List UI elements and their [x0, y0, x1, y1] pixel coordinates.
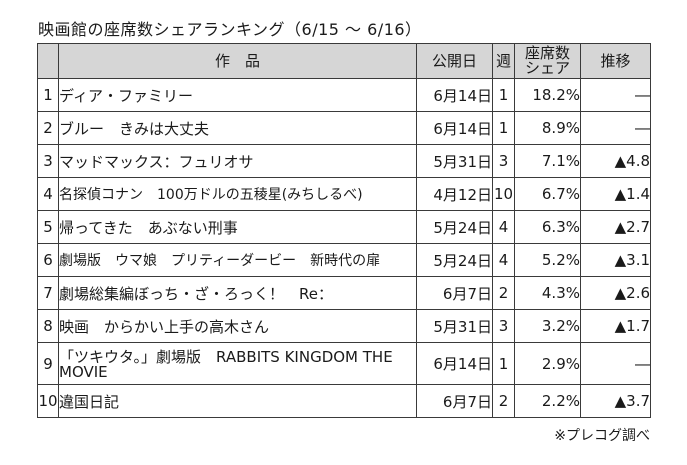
seat-share-cell: 3.2% — [514, 309, 581, 343]
seat-share-cell: 8.9% — [514, 111, 581, 145]
movie-title-cell: 劇場版 ウマ娘 プリティーダービー 新時代の扉 — [58, 243, 417, 277]
table-row: 1 ディア・ファミリー 6月14日 1 18.2% ― — [37, 78, 651, 112]
release-date-cell: 5月31日 — [416, 309, 493, 343]
movie-title-cell: 違国日記 — [58, 384, 417, 418]
rank-cell: 3 — [37, 144, 59, 178]
trend-cell: ▲1.7 — [580, 309, 651, 343]
rank-cell: 6 — [37, 243, 59, 277]
weeks-cell: 4 — [492, 243, 515, 277]
page-title: 映画館の座席数シェアランキング（6/15 ～ 6/16） — [38, 20, 422, 39]
rank-cell: 1 — [37, 78, 59, 112]
rank-cell: 10 — [37, 384, 59, 418]
release-date-cell: 5月31日 — [416, 144, 493, 178]
rank-cell: 4 — [37, 177, 59, 211]
rank-cell: 2 — [37, 111, 59, 145]
trend-cell: ― — [580, 78, 651, 112]
weeks-cell: 3 — [492, 309, 515, 343]
trend-cell: ▲4.8 — [580, 144, 651, 178]
movie-title-cell: マッドマックス：フュリオサ — [58, 144, 417, 178]
release-date-cell: 5月24日 — [416, 210, 493, 244]
seat-share-cell: 5.2% — [514, 243, 581, 277]
table-row: 7 劇場総集編ぼっち・ざ・ろっく！ Re： 6月7日 2 4.3% ▲2.6 — [37, 276, 651, 310]
ranking-table: 作 品 公開日 週 座席数 シェア 推移 1 ディア・ファミリー 6月14日 1… — [37, 43, 651, 418]
header-rank — [37, 43, 59, 79]
rank-cell: 8 — [37, 309, 59, 343]
movie-title-cell: 名探偵コナン 100万ドルの五稜星(みちしるべ) — [58, 177, 417, 211]
trend-cell: ▲3.7 — [580, 384, 651, 418]
rank-cell: 5 — [37, 210, 59, 244]
header-seat-share: 座席数 シェア — [514, 43, 581, 79]
release-date-cell: 5月24日 — [416, 243, 493, 277]
weeks-cell: 2 — [492, 276, 515, 310]
table-header-row: 作 品 公開日 週 座席数 シェア 推移 — [37, 43, 651, 79]
header-title: 作 品 — [58, 43, 417, 79]
seat-share-cell: 2.2% — [514, 384, 581, 418]
weeks-cell: 3 — [492, 144, 515, 178]
header-release-date: 公開日 — [416, 43, 493, 79]
release-date-cell: 6月7日 — [416, 276, 493, 310]
table-row: 10 違国日記 6月7日 2 2.2% ▲3.7 — [37, 384, 651, 418]
release-date-cell: 6月14日 — [416, 78, 493, 112]
weeks-cell: 2 — [492, 384, 515, 418]
movie-title-cell: 「ツキウタ。」劇場版 RABBITS KINGDOM THE MOVIE — [58, 342, 417, 385]
header-trend: 推移 — [580, 43, 651, 79]
weeks-cell: 4 — [492, 210, 515, 244]
movie-title-cell: 帰ってきた あぶない刑事 — [58, 210, 417, 244]
table-row: 4 名探偵コナン 100万ドルの五稜星(みちしるべ) 4月12日 10 6.7%… — [37, 177, 651, 211]
rank-cell: 7 — [37, 276, 59, 310]
weeks-cell: 1 — [492, 111, 515, 145]
table-row: 5 帰ってきた あぶない刑事 5月24日 4 6.3% ▲2.7 — [37, 210, 651, 244]
seat-share-cell: 7.1% — [514, 144, 581, 178]
seat-share-cell: 6.3% — [514, 210, 581, 244]
header-weeks: 週 — [492, 43, 515, 79]
movie-title-cell: 劇場総集編ぼっち・ざ・ろっく！ Re： — [58, 276, 417, 310]
table-row: 6 劇場版 ウマ娘 プリティーダービー 新時代の扉 5月24日 4 5.2% ▲… — [37, 243, 651, 277]
trend-cell: ▲3.1 — [580, 243, 651, 277]
rank-cell: 9 — [37, 342, 59, 385]
movie-title-cell: ディア・ファミリー — [58, 78, 417, 112]
seat-share-cell: 18.2% — [514, 78, 581, 112]
trend-cell: ▲2.7 — [580, 210, 651, 244]
table-row: 2 ブルー きみは大丈夫 6月14日 1 8.9% ― — [37, 111, 651, 145]
seat-share-cell: 6.7% — [514, 177, 581, 211]
trend-cell: ― — [580, 342, 651, 385]
movie-title-cell: ブルー きみは大丈夫 — [58, 111, 417, 145]
trend-cell: ― — [580, 111, 651, 145]
weeks-cell: 1 — [492, 78, 515, 112]
trend-cell: ▲1.4 — [580, 177, 651, 211]
seat-share-cell: 4.3% — [514, 276, 581, 310]
weeks-cell: 1 — [492, 342, 515, 385]
seat-share-cell: 2.9% — [514, 342, 581, 385]
release-date-cell: 6月14日 — [416, 111, 493, 145]
release-date-cell: 6月14日 — [416, 342, 493, 385]
table-row: 3 マッドマックス：フュリオサ 5月31日 3 7.1% ▲4.8 — [37, 144, 651, 178]
table-row: 9 「ツキウタ。」劇場版 RABBITS KINGDOM THE MOVIE 6… — [37, 342, 651, 385]
release-date-cell: 6月7日 — [416, 384, 493, 418]
weeks-cell: 10 — [492, 177, 515, 211]
source-note: ※プレコグ調べ — [554, 428, 650, 444]
table-row: 8 映画 からかい上手の高木さん 5月31日 3 3.2% ▲1.7 — [37, 309, 651, 343]
trend-cell: ▲2.6 — [580, 276, 651, 310]
movie-title-cell: 映画 からかい上手の高木さん — [58, 309, 417, 343]
release-date-cell: 4月12日 — [416, 177, 493, 211]
